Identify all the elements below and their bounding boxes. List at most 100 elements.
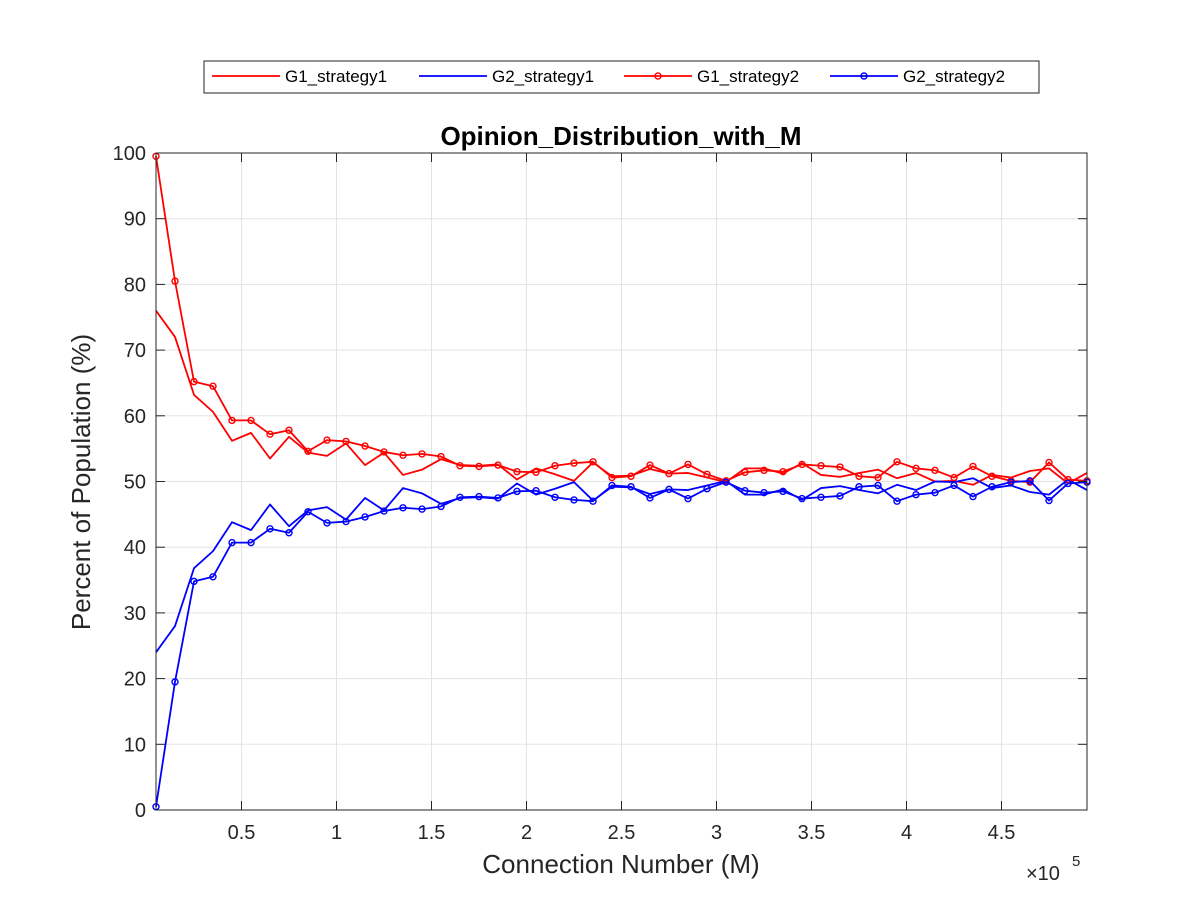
x-tick-label: 4 <box>901 822 912 844</box>
y-tick-label: 10 <box>124 734 146 756</box>
data-point <box>950 473 958 482</box>
data-point <box>513 467 521 476</box>
data-point <box>893 497 901 505</box>
data-point <box>817 462 825 470</box>
data-point <box>228 538 236 547</box>
x-tick-label: 0.5 <box>228 822 256 844</box>
data-point <box>855 483 863 491</box>
axis-ticks: 0.5 1 1.5 2 2.5 3 3.5 4 4.5 0 10 20 30 40 50 60 70 80 90 10… <box>113 143 1087 844</box>
data-point <box>893 458 901 466</box>
data-point <box>741 468 749 477</box>
legend-item: G1_strategy2 <box>624 67 799 86</box>
data-point <box>190 577 198 586</box>
data-point <box>931 466 939 475</box>
data-point <box>627 483 635 491</box>
data-point <box>988 483 996 491</box>
data-point <box>342 517 350 526</box>
data-point <box>912 490 920 499</box>
data-point <box>304 508 312 516</box>
data-point <box>323 519 331 527</box>
x-tick-label: 3 <box>711 822 722 844</box>
y-tick-label: 90 <box>124 209 146 231</box>
data-point <box>608 481 616 490</box>
data-point <box>646 461 654 469</box>
data-point <box>817 493 825 501</box>
y-tick-label: 20 <box>124 669 146 691</box>
y-tick-label: 30 <box>124 603 146 625</box>
data-point <box>304 447 312 455</box>
data-point <box>950 481 958 490</box>
data-point <box>855 472 863 480</box>
data-point <box>703 470 711 478</box>
data-point <box>931 488 939 497</box>
data-point <box>361 442 369 450</box>
data-point <box>1026 477 1034 485</box>
legend-marker <box>860 72 868 80</box>
x-tick-label: 1 <box>331 822 342 844</box>
x-axis-exponent-power: 5 <box>1072 853 1080 870</box>
data-point <box>665 469 673 478</box>
data-point <box>608 473 616 482</box>
legend-label: G1_strategy1 <box>285 67 387 86</box>
data-point <box>665 485 673 494</box>
data-point <box>1007 478 1015 486</box>
y-tick-label: 80 <box>124 274 146 296</box>
data-point <box>570 496 578 504</box>
data-point <box>1064 479 1072 488</box>
data-point <box>532 468 540 477</box>
data-point <box>836 492 844 500</box>
data-point <box>779 487 787 496</box>
data-point <box>513 487 521 496</box>
data-point <box>874 481 882 490</box>
data-point <box>969 462 977 471</box>
data-point <box>589 458 597 466</box>
data-point <box>266 525 274 533</box>
data-point <box>1045 496 1053 505</box>
data-point <box>627 472 635 480</box>
data-point <box>247 416 255 425</box>
legend-box <box>203 60 1040 94</box>
data-point <box>323 436 331 444</box>
x-tick-label: 3.5 <box>798 822 826 844</box>
data-point <box>570 459 578 467</box>
x-tick-label: 2.5 <box>608 822 636 844</box>
data-point <box>912 464 920 473</box>
x-axis-exponent-base: ×10 <box>1026 863 1060 885</box>
x-axis-label: Connection Number (M) <box>482 849 759 879</box>
data-point <box>494 461 502 469</box>
series-G1_strategy2 <box>152 152 1091 486</box>
data-point <box>209 573 217 581</box>
data-point <box>228 416 236 425</box>
data-point <box>399 504 407 512</box>
data-point <box>494 494 502 502</box>
data-point <box>1045 458 1053 467</box>
data-point <box>532 486 540 495</box>
data-point <box>684 494 692 503</box>
data-point <box>475 492 483 501</box>
legend-label: G1_strategy2 <box>697 67 799 86</box>
x-tick-label: 1.5 <box>418 822 446 844</box>
data-point <box>361 513 369 521</box>
y-tick-label: 0 <box>135 800 146 822</box>
data-point <box>247 538 255 547</box>
y-tick-label: 100 <box>113 143 146 165</box>
data-point <box>456 462 464 470</box>
legend-item: G1_strategy1 <box>212 67 387 86</box>
data-point <box>874 473 882 482</box>
data-point <box>437 502 445 511</box>
legend: G1_strategy1 G2_strategy1 G1_strategy2 G2_s… <box>203 60 1040 94</box>
data-point <box>798 494 806 503</box>
data-point <box>380 507 388 515</box>
data-point <box>779 467 787 476</box>
data-point <box>285 426 293 434</box>
data-point <box>551 493 559 501</box>
legend-marker <box>654 72 662 80</box>
data-point <box>760 488 768 497</box>
series-lines <box>152 152 1091 811</box>
data-point <box>285 529 293 537</box>
data-point <box>190 377 198 386</box>
data-point <box>760 466 768 475</box>
data-point <box>969 492 977 501</box>
data-point <box>399 451 407 459</box>
data-point <box>380 448 388 456</box>
